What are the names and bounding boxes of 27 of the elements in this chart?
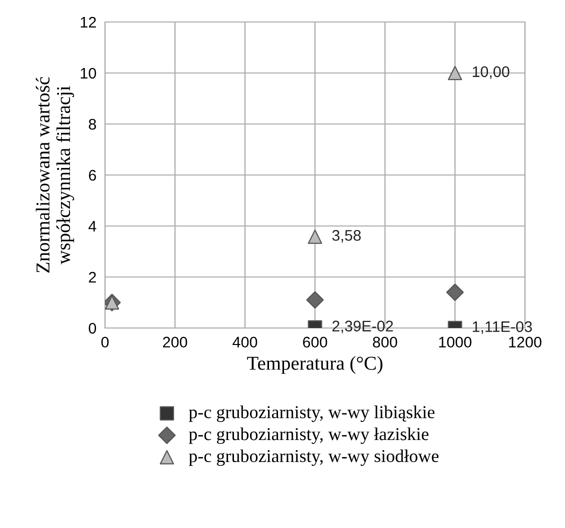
legend-label: p-c gruboziarnisty, w-wy libiąskie <box>188 406 434 422</box>
x-axis-title: Temperatura (°C) <box>247 356 382 374</box>
data-label: 2,39E-02 <box>332 320 393 334</box>
x-tick-label: 200 <box>163 336 188 348</box>
data-label: 3,58 <box>332 230 361 243</box>
x-tick-label: 800 <box>372 336 398 348</box>
y-tick-label: 4 <box>88 221 96 232</box>
point <box>308 230 322 244</box>
x-tick-label: 600 <box>303 336 328 348</box>
point <box>306 291 324 309</box>
x-tick-label: 400 <box>232 336 258 348</box>
x-tick-label: 1200 <box>509 336 542 348</box>
x-tick-label: 0 <box>101 336 109 348</box>
y-tick-label: 10 <box>80 68 96 79</box>
y-tick-label: 8 <box>88 118 96 130</box>
y-tick-label: 12 <box>80 16 96 28</box>
legend-label: p-c gruboziarnisty, w-wy siodłowe <box>188 449 439 466</box>
point <box>448 66 462 80</box>
y-tick-label: 6 <box>88 170 96 181</box>
x-tick-label: 1000 <box>439 336 472 348</box>
data-label: 10,00 <box>472 66 510 79</box>
y-tick-label: 2 <box>88 272 96 283</box>
point <box>446 284 464 302</box>
legend-label: p-c gruboziarnisty, w-wy łaziskie <box>188 428 428 444</box>
data-label: 1,11E-03 <box>472 321 532 334</box>
y-tick-label: 0 <box>88 322 96 334</box>
y-axis-title: Znormalizowana wartość współczynnika filtracji <box>36 77 74 273</box>
